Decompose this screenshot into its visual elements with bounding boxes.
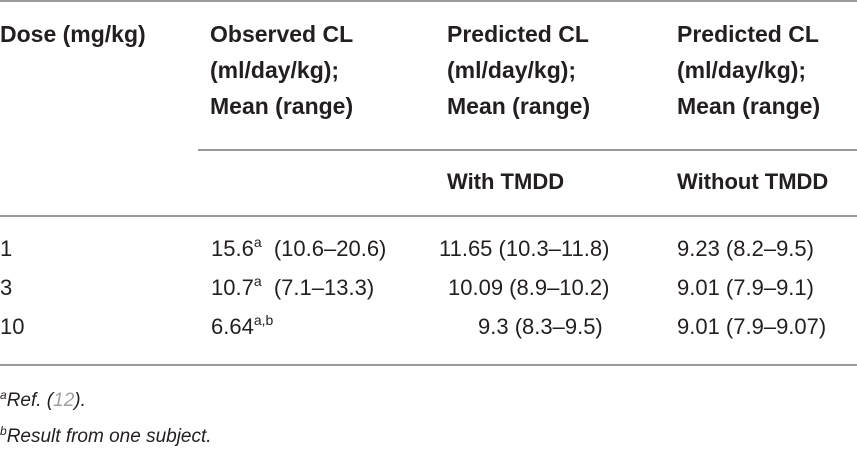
row-1-observed: 15.6a (10.6–20.6) [211, 234, 387, 261]
subheader-with-tmdd: With TMDD [447, 169, 565, 194]
row-3-with-tmdd: 9.3 (8.3–9.5) [478, 314, 603, 339]
row-1-dose: 1 [0, 236, 13, 261]
reference-link-12[interactable]: 12 [53, 390, 75, 411]
row-1-with-tmdd: 11.65 (10.3–11.8) [439, 236, 610, 261]
subheader-without-tmdd: Without TMDD [677, 169, 829, 194]
header-dose: Dose (mg/kg) [0, 21, 146, 47]
row-3-without-tmdd: 9.01 (7.9–9.07) [677, 314, 827, 339]
header-bottom-rule [0, 215, 857, 217]
header-observed-cl: Observed CL (ml/day/kg); Mean (range) [210, 21, 354, 119]
row-2-dose: 3 [0, 275, 13, 300]
row-1-without-tmdd: 9.23 (8.2–9.5) [677, 236, 814, 261]
header-predicted-without: Predicted CL (ml/day/kg); Mean (range) [677, 21, 821, 119]
row-3-observed: 6.64a,b [211, 312, 274, 339]
row-2-observed: 10.7a (7.1–13.3) [211, 273, 375, 300]
row-2-without-tmdd: 9.01 (7.9–9.1) [677, 275, 814, 300]
footnote-b: bResult from one subject. [0, 424, 212, 447]
row-2-with-tmdd: 10.09 (8.9–10.2) [448, 275, 610, 300]
row-3-dose: 10 [0, 314, 25, 339]
bottom-rule [0, 364, 857, 366]
top-rule [0, 0, 857, 2]
header-mid-rule [198, 149, 857, 151]
header-predicted-with: Predicted CL (ml/day/kg); Mean (range) [447, 21, 591, 119]
footnote-a: aRef. (12). [0, 388, 86, 411]
